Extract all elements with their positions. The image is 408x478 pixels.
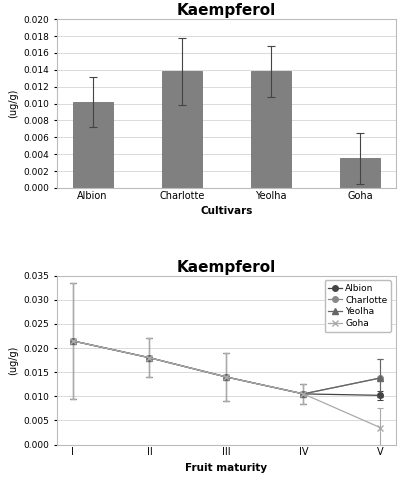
Legend: Albion, Charlotte, Yeolha, Goha: Albion, Charlotte, Yeolha, Goha <box>325 280 391 332</box>
X-axis label: Cultivars: Cultivars <box>200 206 253 216</box>
Bar <box>73 102 113 188</box>
Title: Kaempferol: Kaempferol <box>177 260 276 274</box>
Y-axis label: (ug/g): (ug/g) <box>8 346 18 375</box>
Bar <box>162 71 202 188</box>
Bar <box>251 71 291 188</box>
Title: Kaempferol: Kaempferol <box>177 3 276 18</box>
Bar <box>340 158 380 188</box>
X-axis label: Fruit maturity: Fruit maturity <box>185 463 268 473</box>
Y-axis label: (ug/g): (ug/g) <box>8 89 18 118</box>
